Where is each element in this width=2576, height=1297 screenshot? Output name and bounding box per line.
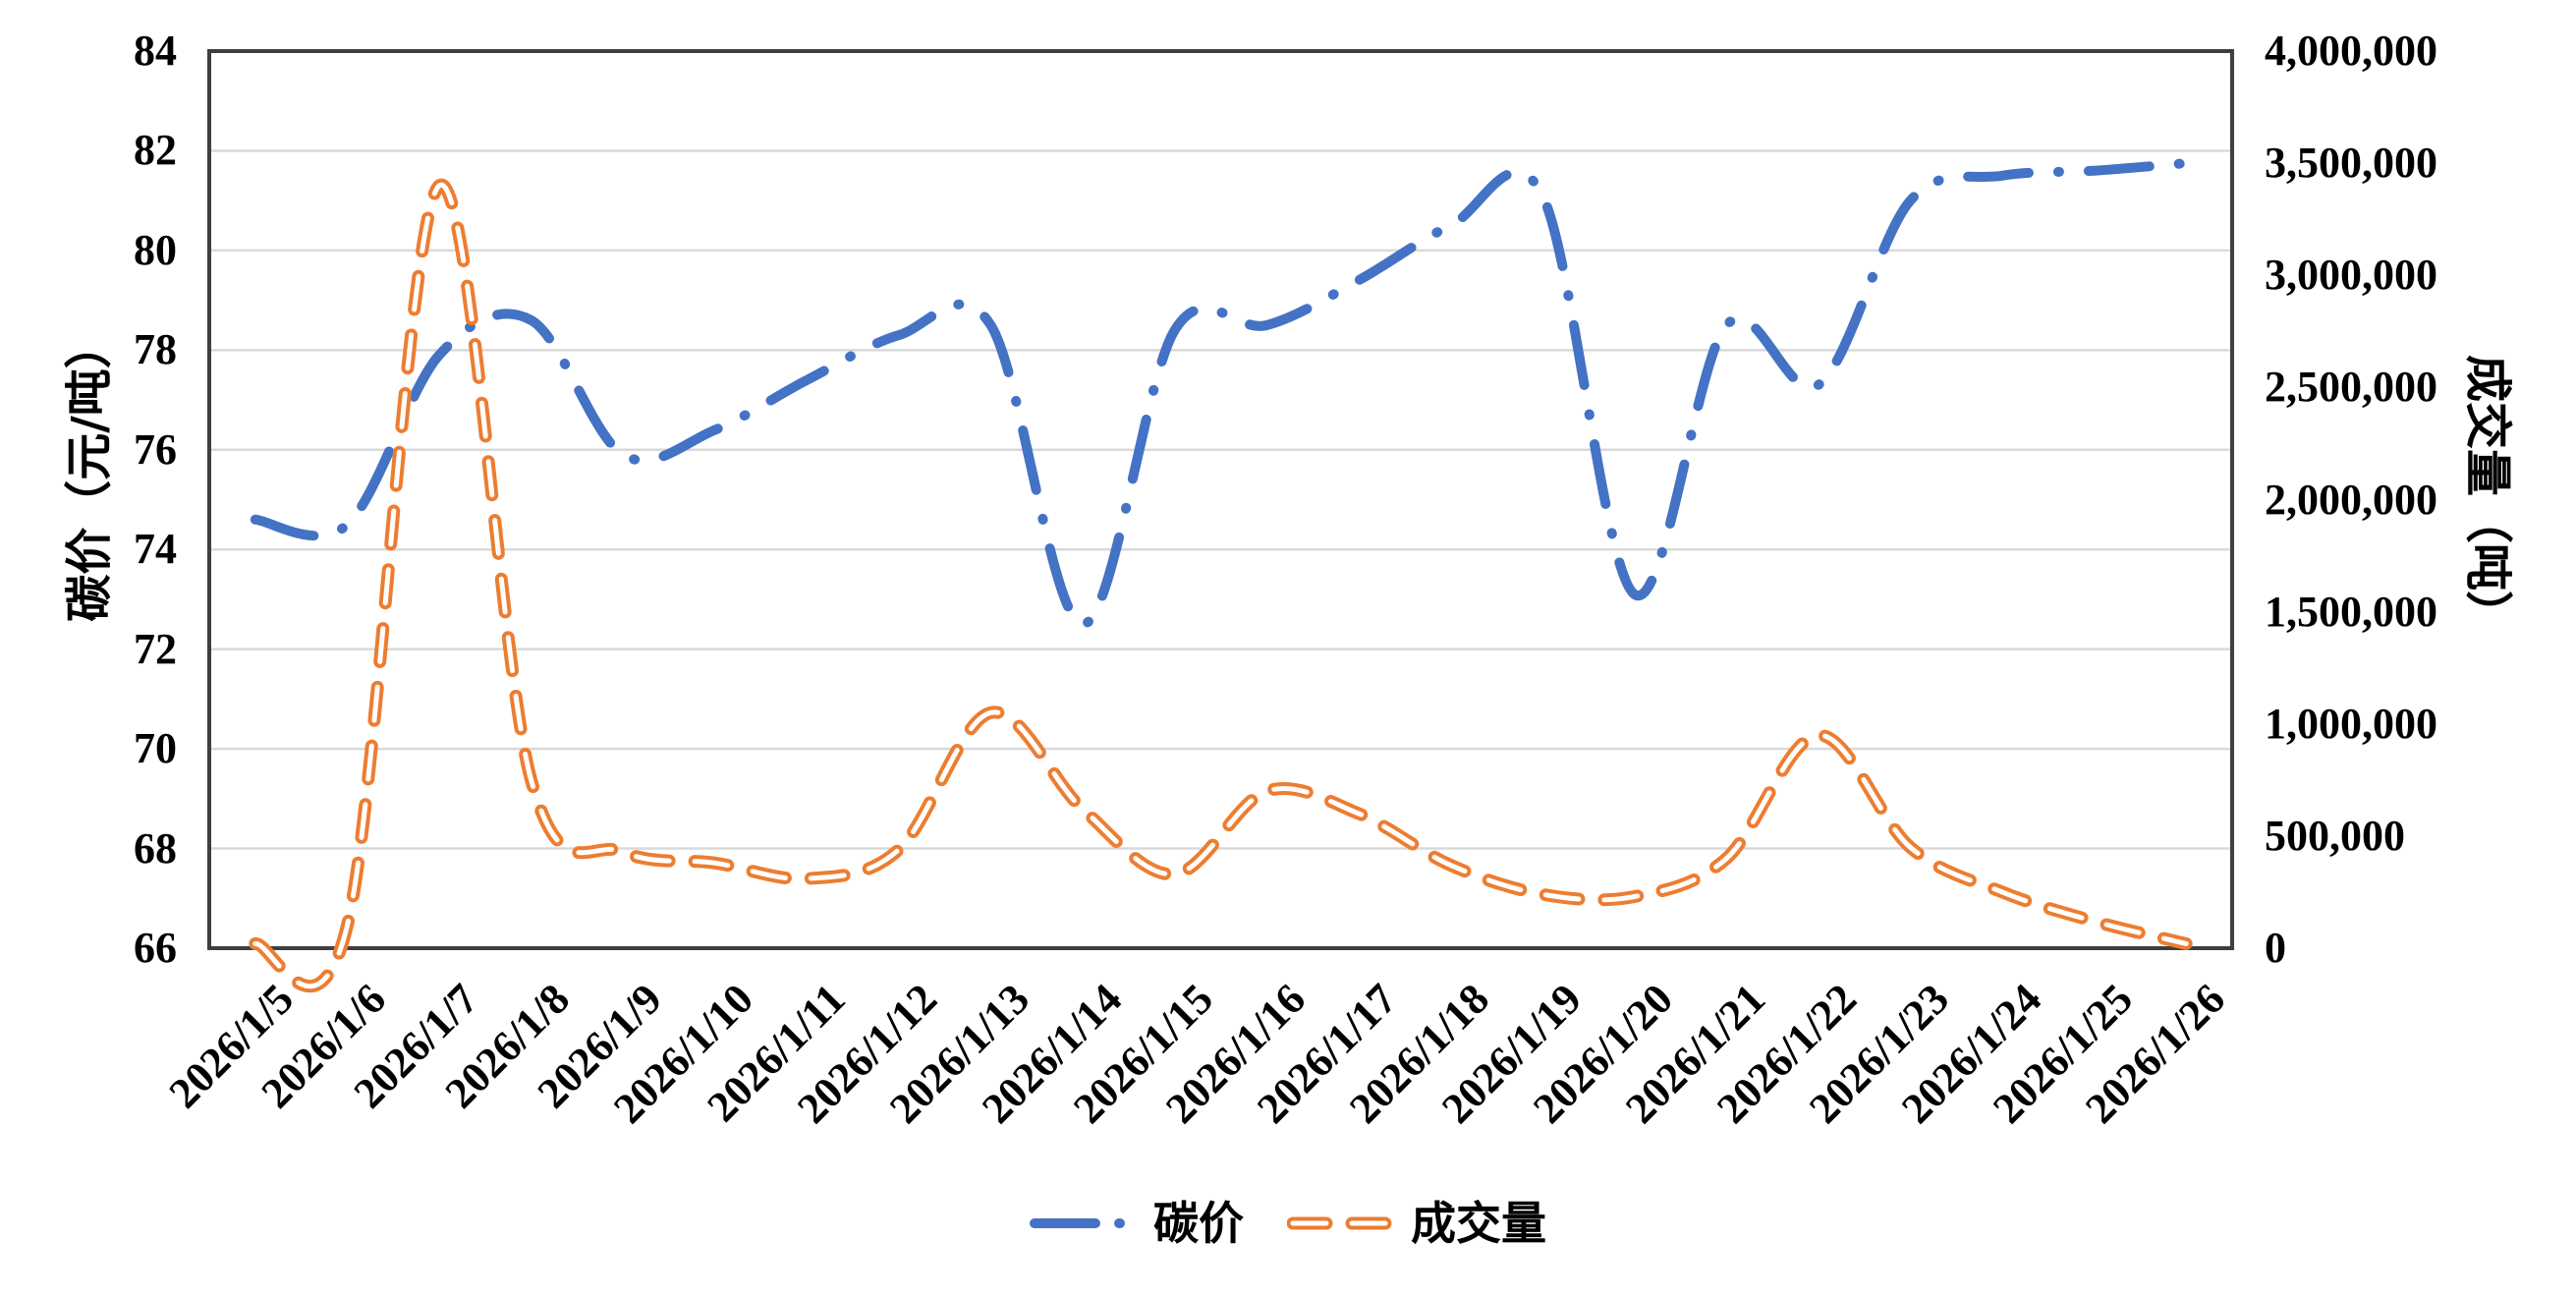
y-axis-tick-label-left: 74 bbox=[134, 525, 177, 574]
legend-item-volume: 成交量 bbox=[1287, 1201, 1546, 1246]
legend: 碳价 成交量 bbox=[0, 1201, 2576, 1246]
legend-item-price: 碳价 bbox=[1030, 1201, 1244, 1246]
y-axis-tick-label-right: 500,000 bbox=[2265, 811, 2405, 860]
y-axis-title-right: 成交量（吨） bbox=[2460, 354, 2515, 639]
volume-line-core bbox=[252, 182, 2189, 989]
price-line-sample bbox=[1030, 1218, 1140, 1228]
volume-line bbox=[249, 178, 2193, 993]
y-axis-tick-label-right: 3,500,000 bbox=[2265, 139, 2437, 188]
y-axis-tick-label-left: 78 bbox=[134, 325, 177, 374]
y-axis-tick-label-right: 1,500,000 bbox=[2265, 587, 2437, 636]
gridlines bbox=[209, 149, 2232, 850]
y-axis-tick-label-left: 80 bbox=[134, 225, 177, 274]
price-line bbox=[250, 158, 2192, 630]
y-axis-tick-label-left: 70 bbox=[134, 724, 177, 773]
y-axis-tick-label-right: 2,000,000 bbox=[2265, 475, 2437, 524]
y-axis-tick-label-left: 68 bbox=[134, 823, 177, 873]
y-axis-tick-label-right: 4,000,000 bbox=[2265, 27, 2437, 75]
y-axis-title-left: 碳价（元/吨） bbox=[62, 321, 117, 622]
y-axis-tick-label-left: 72 bbox=[134, 624, 177, 673]
y-axis-tick-label-left: 82 bbox=[134, 126, 177, 175]
y-axis-tick-label-right: 3,000,000 bbox=[2265, 251, 2437, 300]
plot-border bbox=[207, 49, 2234, 950]
y-axis-tick-label-right: 1,000,000 bbox=[2265, 699, 2437, 748]
y-axis-tick-label-left: 84 bbox=[134, 27, 177, 75]
y-axis-tick-label-right: 0 bbox=[2265, 924, 2286, 972]
volume-line-sample bbox=[1287, 1216, 1397, 1230]
y-axis-tick-label-left: 76 bbox=[134, 424, 177, 474]
y-axis-tick-label-left: 66 bbox=[134, 924, 177, 972]
y-axis-tick-label-right: 2,500,000 bbox=[2265, 363, 2437, 412]
legend-label-price: 碳价 bbox=[1153, 1197, 1244, 1250]
legend-label-volume: 成交量 bbox=[1411, 1197, 1546, 1250]
